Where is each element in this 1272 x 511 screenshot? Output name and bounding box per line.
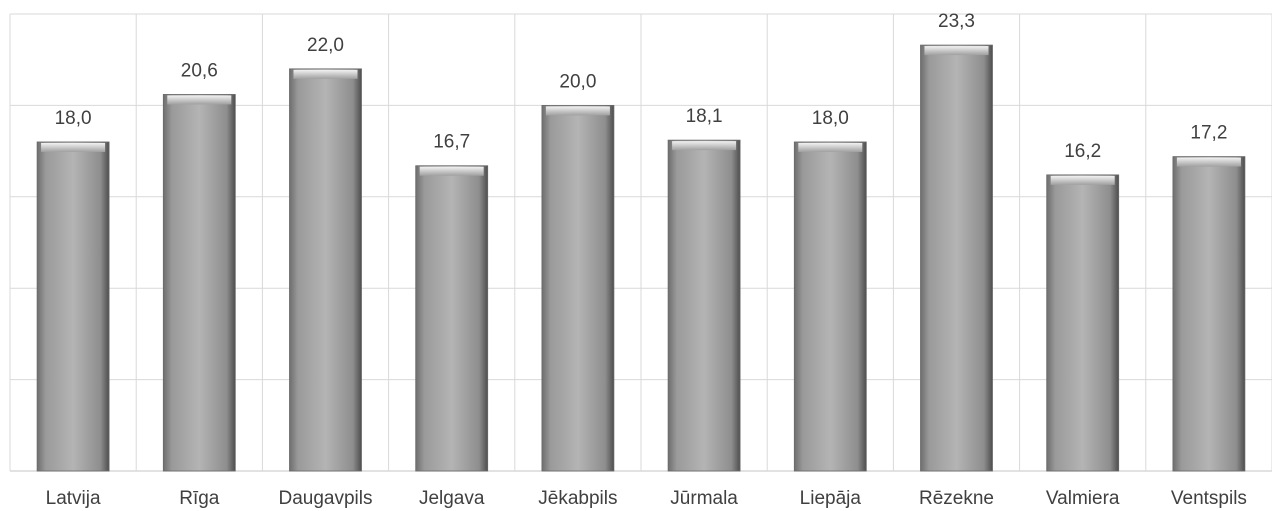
- bar: [1046, 174, 1120, 472]
- bar-outline: [541, 105, 615, 472]
- bar-cap: [798, 142, 863, 152]
- bar-outline: [793, 141, 867, 472]
- bar-outline: [920, 44, 993, 472]
- data-label: 20,0: [559, 71, 596, 92]
- bar: [541, 105, 615, 472]
- category-label: Rīga: [179, 488, 220, 509]
- bar-outline: [415, 165, 489, 472]
- data-label: 20,6: [181, 60, 218, 81]
- bar-cap: [924, 46, 989, 56]
- bar: [162, 94, 236, 472]
- bar: [667, 139, 741, 472]
- bar: [36, 141, 110, 472]
- category-labels: Latvija Rīga Daugavpils Jelgava Jēkabpils Jūr…: [46, 488, 1247, 509]
- bar: [793, 141, 867, 472]
- bar-body: [289, 68, 362, 471]
- bar-body: [920, 45, 993, 472]
- data-labels: 18,0 20,6 22,0 16,7 20,0 18,1 18,0 23,3 16,2 17,2: [55, 11, 1228, 162]
- data-label: 23,3: [938, 11, 975, 32]
- data-label: 16,2: [1064, 141, 1101, 162]
- bar-body: [37, 141, 110, 471]
- bar-cap: [41, 142, 106, 152]
- bar-cap: [293, 69, 358, 79]
- category-label: Daugavpils: [279, 488, 373, 509]
- bar-cap: [167, 95, 232, 105]
- data-label: 18,0: [55, 108, 92, 129]
- bar-body: [163, 94, 236, 471]
- bar-body: [794, 141, 867, 471]
- category-label: Jelgava: [419, 488, 485, 509]
- bar-body: [415, 165, 488, 471]
- category-label: Jūrmala: [670, 488, 738, 509]
- bar-body: [1172, 156, 1245, 472]
- category-label: Valmiera: [1046, 488, 1120, 509]
- category-label: Latvija: [46, 488, 101, 509]
- bar-outline: [1172, 156, 1246, 472]
- bar-outline: [667, 139, 741, 472]
- data-label: 17,2: [1190, 123, 1227, 144]
- data-label: 18,1: [686, 106, 723, 127]
- data-label: 16,7: [433, 132, 470, 153]
- category-label: Liepāja: [800, 488, 862, 509]
- bar-cap: [419, 166, 484, 176]
- bar: [920, 44, 993, 472]
- bar-outline: [1046, 174, 1120, 472]
- bar-cap: [672, 141, 737, 151]
- bar-body: [668, 140, 741, 471]
- category-label: Jēkabpils: [538, 488, 617, 509]
- bar-outline: [36, 141, 110, 472]
- bar-body: [541, 105, 614, 472]
- bar-outline: [162, 94, 236, 472]
- category-label: Rēzekne: [919, 488, 994, 509]
- category-label: Ventspils: [1171, 488, 1247, 509]
- bar: [289, 68, 362, 472]
- bar-cap: [545, 106, 610, 116]
- bar: [415, 165, 489, 472]
- bar-outline: [289, 68, 362, 472]
- data-label: 18,0: [812, 108, 849, 129]
- bar: [1172, 156, 1246, 472]
- bar-body: [1046, 174, 1119, 471]
- bar-cap: [1050, 175, 1115, 185]
- bar-cap: [1176, 157, 1241, 167]
- bars: [36, 44, 1246, 472]
- data-label: 22,0: [307, 35, 344, 56]
